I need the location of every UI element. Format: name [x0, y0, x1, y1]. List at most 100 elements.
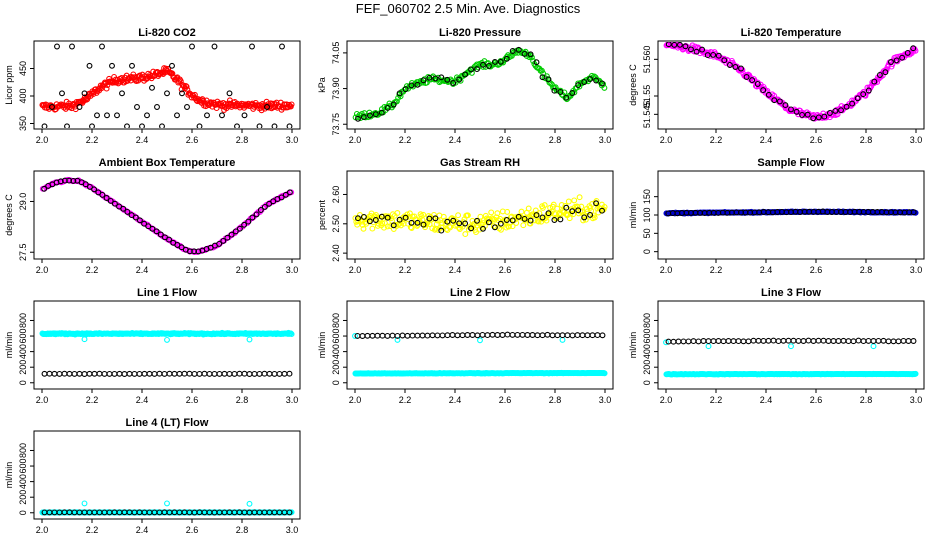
- y-tick-label: 600: [642, 329, 652, 344]
- data-point: [804, 111, 811, 118]
- data-point: [151, 370, 158, 377]
- data-point: [288, 331, 295, 338]
- y-tick-label: 0: [18, 510, 28, 515]
- data-point: [581, 213, 588, 220]
- data-point: [144, 112, 150, 119]
- data-point: [453, 218, 460, 225]
- x-tick-label: 2.6: [186, 265, 199, 275]
- chart-title: Ambient Box Temperature: [99, 157, 236, 169]
- data-point: [131, 370, 138, 377]
- data-point: [241, 112, 248, 119]
- data-point: [390, 222, 397, 229]
- chart-title: Li-820 CO2: [138, 27, 195, 39]
- data-point: [850, 338, 857, 345]
- y-tick-label: 51.545: [642, 101, 652, 129]
- data-point: [134, 104, 140, 110]
- data-point: [710, 51, 717, 58]
- data-point: [503, 217, 510, 223]
- data-point: [515, 213, 522, 220]
- chart-title: Li-820 Pressure: [439, 27, 521, 39]
- data-point: [876, 72, 883, 78]
- data-point: [509, 217, 516, 224]
- data-point: [253, 211, 260, 218]
- data-point: [59, 90, 65, 97]
- data-point: [406, 213, 412, 220]
- data-point: [888, 59, 894, 65]
- series-avg: [355, 200, 605, 234]
- data-point: [178, 244, 185, 251]
- x-tick-label: 2.8: [549, 135, 562, 145]
- data-point: [408, 82, 415, 89]
- data-point: [179, 90, 185, 97]
- data-point: [509, 223, 516, 230]
- data-point: [433, 221, 440, 228]
- data-point: [41, 123, 48, 128]
- x-tick-label: 3.0: [910, 265, 923, 275]
- x-tick-label: 2.6: [186, 135, 199, 145]
- data-point: [169, 62, 175, 69]
- data-point: [486, 216, 493, 223]
- data-point: [355, 115, 361, 122]
- data-point: [132, 214, 139, 221]
- data-point: [518, 208, 525, 215]
- x-tick-label: 2.4: [136, 265, 149, 275]
- chart-title: Sample Flow: [757, 157, 825, 169]
- data-point: [176, 370, 183, 377]
- x-tick-label: 2.8: [236, 135, 249, 145]
- data-point: [544, 331, 551, 338]
- data-point: [196, 123, 203, 128]
- data-point: [164, 336, 170, 343]
- data-point: [559, 336, 566, 343]
- data-point: [871, 78, 878, 85]
- data-point: [369, 225, 376, 232]
- data-point: [420, 79, 427, 86]
- data-point: [579, 332, 586, 339]
- y-tick-label: 73.75: [331, 113, 341, 136]
- data-point: [732, 64, 739, 70]
- plot-area: [663, 208, 919, 217]
- plot-area: [39, 43, 295, 128]
- data-point: [99, 43, 105, 50]
- data-point: [91, 370, 98, 377]
- data-point: [893, 57, 900, 64]
- data-point: [599, 332, 606, 339]
- data-point: [484, 332, 491, 339]
- data-point: [183, 83, 190, 90]
- data-point: [153, 228, 160, 235]
- data-point: [693, 48, 700, 55]
- x-tick-label: 2.2: [86, 395, 99, 405]
- x-tick-label: 2.0: [349, 395, 362, 405]
- data-point: [840, 337, 847, 344]
- data-point: [558, 202, 565, 208]
- data-point: [101, 370, 108, 377]
- plot-area: [39, 329, 295, 377]
- y-tick-label: 27.5: [18, 243, 28, 261]
- data-point: [402, 86, 409, 93]
- data-point: [587, 211, 594, 218]
- x-tick-label: 2.2: [710, 135, 723, 145]
- data-point: [770, 337, 777, 344]
- data-point: [905, 338, 912, 344]
- data-point: [450, 80, 457, 86]
- data-point: [539, 74, 546, 81]
- chart-ambient-box-temperature: Ambient Box Temperature 2.0 2.2 2.4 2.6 2.8 3.…: [4, 157, 301, 275]
- data-point: [82, 181, 89, 188]
- x-tick-label: 2.8: [236, 265, 249, 275]
- x-tick-label: 2.4: [136, 135, 149, 145]
- data-point: [776, 98, 783, 105]
- data-point: [444, 332, 451, 339]
- data-point: [408, 219, 415, 226]
- data-point: [551, 217, 558, 223]
- data-point: [424, 332, 431, 339]
- data-point: [795, 337, 802, 344]
- data-point: [593, 197, 600, 204]
- data-point: [534, 332, 541, 339]
- data-point: [246, 371, 253, 377]
- x-tick-label: 2.2: [399, 265, 412, 275]
- data-point: [477, 337, 483, 344]
- x-tick-label: 2.2: [86, 525, 99, 535]
- data-point: [279, 43, 285, 50]
- data-point: [128, 212, 135, 219]
- data-point: [755, 337, 762, 344]
- data-point: [557, 89, 564, 95]
